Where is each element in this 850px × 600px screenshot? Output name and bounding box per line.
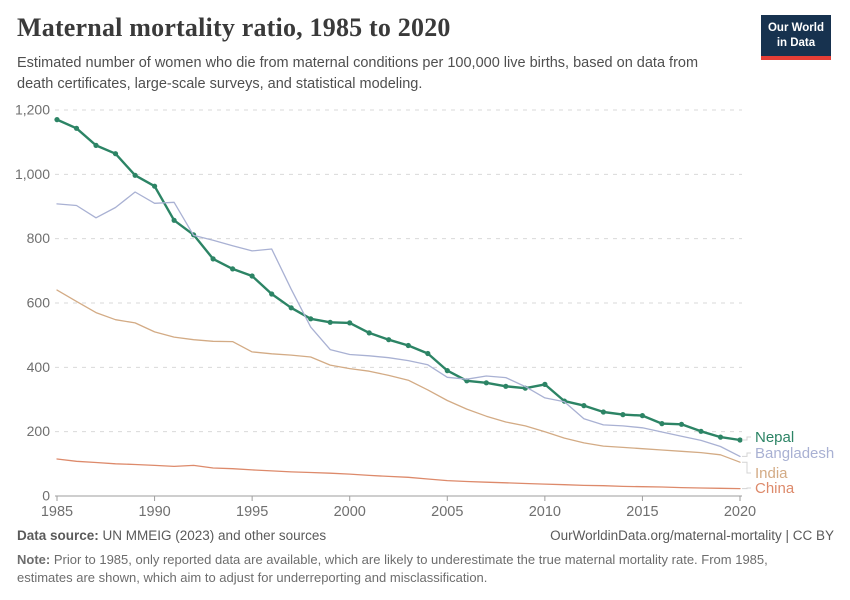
data-point-nepal bbox=[425, 350, 431, 357]
data-point-nepal bbox=[308, 316, 314, 322]
data-source-label: Data source: bbox=[17, 528, 99, 543]
data-point-nepal bbox=[659, 421, 665, 427]
x-tick-label: 1995 bbox=[236, 504, 268, 520]
line-chart: 0 200 400 600 800 1,000 1,200 1985 1990 1995 2000 2… bbox=[15, 102, 834, 521]
x-tick-label: 1990 bbox=[138, 504, 170, 520]
legend-label-nepal[interactable]: Nepal bbox=[755, 429, 794, 446]
data-point-nepal bbox=[152, 183, 158, 189]
x-tick-label: 2015 bbox=[626, 504, 658, 520]
footer: Data source: UN MMEIG (2023) and other s… bbox=[17, 528, 834, 543]
y-tick-label: 800 bbox=[27, 230, 51, 246]
data-point-nepal bbox=[503, 383, 509, 389]
data-point-nepal bbox=[366, 330, 372, 336]
footnote: Note: Prior to 1985, only reported data … bbox=[17, 551, 809, 588]
legend-connector-bangladesh bbox=[742, 452, 751, 457]
data-point-nepal bbox=[386, 337, 392, 343]
data-point-nepal bbox=[444, 368, 450, 374]
series-line-india[interactable] bbox=[56, 289, 741, 463]
owid-logo[interactable]: Our World in Data bbox=[760, 15, 831, 60]
series-line-bangladesh[interactable] bbox=[56, 191, 741, 458]
x-tick-label: 1985 bbox=[41, 504, 73, 520]
legend-connector-nepal bbox=[742, 436, 751, 441]
data-point-nepal bbox=[327, 319, 333, 325]
data-point-nepal bbox=[581, 403, 587, 409]
data-point-nepal bbox=[112, 151, 119, 157]
owid-logo-line2: in Data bbox=[776, 36, 816, 49]
data-point-nepal bbox=[600, 409, 607, 415]
x-tick-label: 2010 bbox=[529, 504, 561, 520]
data-point-nepal bbox=[347, 320, 353, 326]
data-point-nepal bbox=[171, 217, 177, 223]
y-tick-label: 0 bbox=[42, 488, 50, 504]
y-tick-label: 600 bbox=[27, 295, 51, 311]
legend-label-india[interactable]: India bbox=[755, 465, 788, 482]
owid-url-link[interactable]: OurWorldinData.org/maternal-mortality | … bbox=[550, 528, 834, 543]
series-line-nepal[interactable] bbox=[55, 118, 742, 442]
data-point-nepal bbox=[717, 434, 724, 440]
data-point-nepal bbox=[93, 142, 99, 148]
legend-label-china[interactable]: China bbox=[755, 480, 795, 497]
data-point-nepal bbox=[288, 305, 294, 311]
data-source-text: UN MMEIG (2023) and other sources bbox=[98, 528, 327, 543]
data-point-nepal bbox=[405, 342, 411, 349]
data-point-nepal bbox=[542, 381, 548, 387]
footnote-text: Prior to 1985, only reported data are av… bbox=[17, 552, 768, 586]
data-point-nepal bbox=[620, 412, 626, 418]
y-tick-label: 400 bbox=[27, 359, 51, 375]
data-point-nepal bbox=[73, 125, 80, 131]
data-point-nepal bbox=[210, 256, 216, 262]
x-tick-label: 2020 bbox=[724, 504, 756, 520]
legend-connector-india bbox=[742, 461, 751, 474]
series-line-china[interactable] bbox=[56, 458, 741, 490]
y-tick-label: 1,200 bbox=[15, 102, 50, 118]
data-source-line: Data source: UN MMEIG (2023) and other s… bbox=[17, 528, 326, 543]
legend-connector-china bbox=[742, 487, 751, 490]
data-point-nepal bbox=[737, 437, 743, 443]
x-tick-label: 2005 bbox=[431, 504, 463, 520]
data-point-nepal bbox=[483, 380, 489, 386]
y-tick-label: 200 bbox=[27, 423, 51, 439]
data-point-nepal bbox=[639, 413, 646, 419]
data-point-nepal bbox=[678, 421, 685, 427]
chart-subtitle: Estimated number of women who die from m… bbox=[17, 55, 699, 93]
data-point-nepal bbox=[230, 266, 236, 272]
page-title: Maternal mortality ratio, 1985 to 2020 bbox=[17, 13, 451, 42]
owid-logo-line1: Our World bbox=[767, 22, 824, 34]
x-tick-label: 2000 bbox=[334, 504, 366, 520]
data-point-nepal bbox=[249, 273, 255, 279]
y-tick-label: 1,000 bbox=[15, 166, 50, 182]
data-point-nepal bbox=[54, 117, 60, 123]
footnote-label: Note: bbox=[17, 552, 51, 567]
data-point-nepal bbox=[269, 291, 275, 297]
legend-label-bangladesh[interactable]: Bangladesh bbox=[755, 445, 834, 462]
data-point-nepal bbox=[132, 172, 138, 178]
data-point-nepal bbox=[698, 428, 704, 434]
